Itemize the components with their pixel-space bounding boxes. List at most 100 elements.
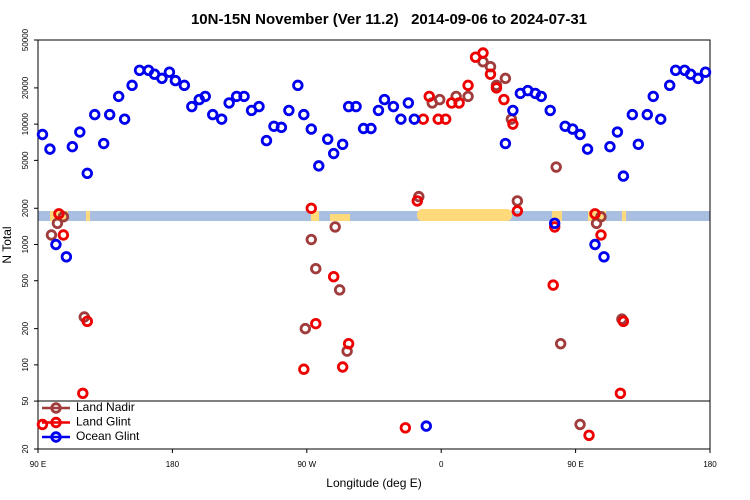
point (298, 108, 310, 121)
point (89, 108, 101, 121)
y-axis-label: N Total (0, 226, 14, 263)
point (253, 100, 265, 113)
land-strip (552, 211, 562, 221)
point (626, 108, 639, 121)
point (647, 90, 659, 103)
legend-marker (50, 431, 62, 443)
point (350, 100, 362, 113)
point (420, 420, 432, 432)
point (387, 100, 400, 113)
y-tick-label: 100 (21, 358, 30, 372)
point (327, 147, 340, 160)
point (408, 113, 421, 125)
point (118, 113, 131, 125)
legend-label: Ocean Glint (76, 429, 140, 443)
point (423, 90, 435, 103)
point (372, 104, 385, 117)
point (327, 271, 340, 283)
chart-title: 10N-15N November (Ver 11.2) 2014-09-06 t… (191, 11, 587, 28)
point (395, 113, 407, 125)
x-tick-label: 180 (703, 460, 717, 469)
point (692, 72, 704, 85)
plot-frame (37, 39, 711, 450)
point (275, 121, 288, 134)
point (484, 68, 497, 80)
ocean-strip (38, 211, 710, 221)
point (322, 133, 334, 145)
point (342, 337, 355, 350)
point (260, 134, 273, 147)
y-tick-label: 50000 (21, 28, 30, 51)
point (305, 202, 317, 214)
point (329, 221, 341, 233)
point (313, 160, 325, 172)
point (699, 66, 712, 78)
point (511, 205, 524, 217)
x-tick-label: 90 E (567, 460, 583, 469)
point (595, 229, 607, 241)
legend-label: Land Glint (76, 415, 131, 429)
point (434, 93, 446, 106)
point (611, 126, 624, 138)
point (554, 337, 567, 350)
point (77, 387, 89, 400)
point (310, 262, 322, 275)
point (223, 97, 235, 109)
point (399, 422, 412, 434)
point (490, 82, 503, 94)
point (617, 315, 630, 328)
point (589, 208, 601, 220)
land-strip (417, 209, 512, 221)
point (133, 64, 146, 77)
point (126, 79, 138, 92)
point (238, 90, 250, 103)
point (292, 79, 304, 92)
point (507, 104, 519, 117)
point (581, 143, 594, 155)
point (186, 100, 198, 113)
point (574, 128, 586, 141)
point (98, 137, 110, 150)
point (336, 138, 349, 150)
point (299, 322, 312, 335)
legend-marker (50, 402, 62, 414)
point (178, 79, 191, 92)
point (305, 123, 317, 135)
point (60, 251, 73, 263)
x-tick-label: 90 E (30, 460, 46, 469)
y-tick-label: 20 (21, 444, 30, 453)
y-tick-label: 10000 (21, 112, 30, 135)
point (548, 217, 561, 230)
point (283, 104, 295, 117)
point (641, 108, 653, 121)
point (310, 317, 322, 330)
point (365, 122, 377, 135)
y-tick-label: 20000 (21, 76, 30, 99)
point (583, 429, 595, 441)
point (499, 72, 512, 85)
point (103, 108, 116, 121)
point (453, 97, 465, 109)
point (439, 113, 452, 125)
point (333, 284, 346, 296)
legend-label: Land Nadir (76, 400, 135, 414)
point (617, 170, 630, 182)
y-tick-label: 500 (21, 274, 30, 288)
point (378, 93, 391, 106)
point (156, 72, 168, 85)
point (566, 123, 579, 135)
point (669, 64, 682, 77)
point (462, 79, 474, 92)
point (45, 229, 58, 241)
point (163, 66, 176, 78)
point (499, 137, 512, 150)
point (402, 97, 415, 109)
point (305, 233, 317, 246)
point (632, 138, 645, 150)
point (66, 140, 79, 153)
land-strip (86, 211, 90, 221)
point (511, 195, 524, 207)
point (36, 128, 49, 141)
land-strip (330, 214, 350, 221)
point (589, 238, 601, 251)
